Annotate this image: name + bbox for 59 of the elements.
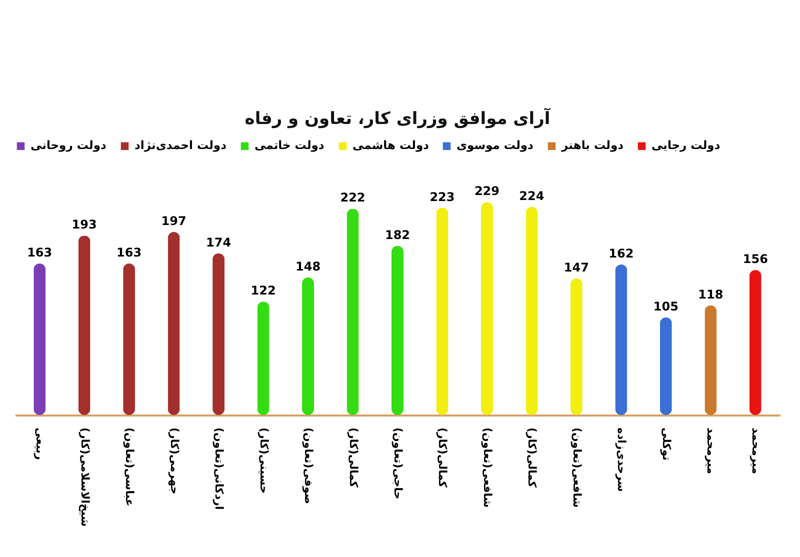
legend-label: دولت هاشمی xyxy=(352,138,430,152)
bar xyxy=(392,246,404,415)
x-tick-label: شافعی(تعاون) xyxy=(570,428,584,508)
data-label: 224 xyxy=(519,188,544,203)
bar xyxy=(257,302,270,415)
x-tick-label: صوفی(تعاون) xyxy=(302,428,316,504)
chart-title: آرای موافق وزرای کار، تعاون و رفاه xyxy=(244,107,552,129)
data-label: 197 xyxy=(161,214,186,228)
bar xyxy=(436,208,448,415)
data-label: 105 xyxy=(653,299,678,314)
legend-label: دولت باهنر xyxy=(560,138,624,152)
data-label: 147 xyxy=(564,260,589,274)
x-tick-label: شیخ‌الاسلامی(کار) xyxy=(78,428,92,527)
bar xyxy=(749,270,762,415)
data-label: 174 xyxy=(206,235,232,250)
x-tick-label: حسینی(کار) xyxy=(257,428,270,494)
x-tick-label: سرحدی‌زاده xyxy=(615,428,628,492)
x-tick-label: عباسی(تعاون) xyxy=(123,428,136,506)
legend-label: دولت موسوی xyxy=(456,138,534,152)
data-label: 118 xyxy=(698,287,724,302)
data-label: 193 xyxy=(72,218,97,232)
x-tick-label: میرمحمد xyxy=(704,428,718,474)
bar xyxy=(480,202,493,415)
legend-label: دولت روحانی xyxy=(30,138,106,152)
data-label: 223 xyxy=(430,190,455,204)
x-tick-label: کمالی(کار) xyxy=(346,428,360,488)
x-tick-label: توکلی xyxy=(660,428,673,461)
data-label: 229 xyxy=(474,184,500,198)
bar xyxy=(346,208,359,415)
data-label: 182 xyxy=(384,228,410,242)
legend-label: دولت احمدی‌نژاد xyxy=(134,138,227,152)
bar xyxy=(570,278,582,415)
bar xyxy=(526,206,538,415)
bar xyxy=(78,236,90,415)
x-tick-label: جهرمی(کار) xyxy=(168,428,181,494)
x-tick-label: میرمحمد xyxy=(749,428,762,474)
x-tick-label: اردکانی(تعاون) xyxy=(212,428,226,510)
data-label: 148 xyxy=(295,259,321,274)
data-label: 163 xyxy=(116,246,142,260)
x-tick-label: ربیعی xyxy=(34,428,47,460)
data-label: 162 xyxy=(608,246,634,260)
data-label: 222 xyxy=(340,190,366,205)
x-tick-label: شافعی(تعاون) xyxy=(480,428,494,508)
bar xyxy=(704,305,717,415)
x-tick-label: کمالی(کار) xyxy=(526,428,539,488)
x-tick-label: کمالی(کار) xyxy=(436,428,450,488)
data-label: 156 xyxy=(742,252,768,266)
x-tick-label: حاجی(تعاون) xyxy=(392,428,404,500)
legend-label: دولت خاتمی xyxy=(254,138,324,152)
bar xyxy=(660,317,672,415)
bar xyxy=(168,232,180,415)
data-label: 122 xyxy=(250,284,276,298)
bar xyxy=(302,277,314,415)
bar xyxy=(34,264,46,415)
data-label: 163 xyxy=(27,246,52,260)
bar xyxy=(615,264,628,415)
bar xyxy=(123,264,136,415)
bar xyxy=(212,253,225,415)
legend-label: دولت رجایی xyxy=(652,138,720,152)
